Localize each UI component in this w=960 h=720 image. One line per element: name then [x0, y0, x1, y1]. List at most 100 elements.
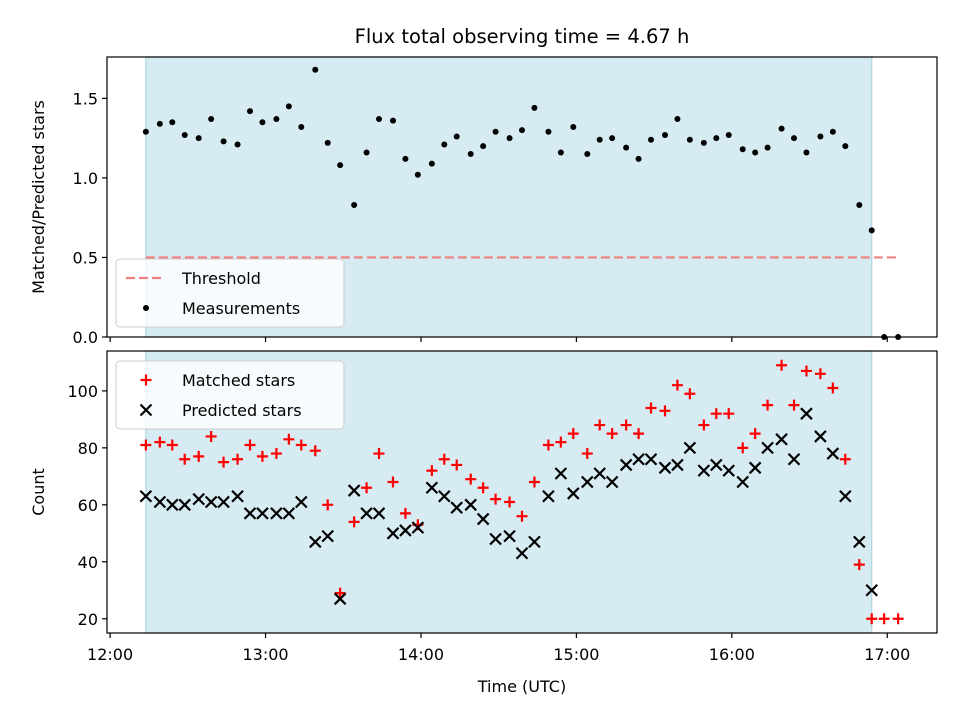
x-tick-label: 16:00: [709, 645, 755, 664]
measurement-point: [234, 141, 241, 148]
matched-star-marker: [710, 408, 722, 420]
measurement-point: [428, 160, 435, 167]
chart-title: Flux total observing time = 4.67 h: [355, 25, 690, 48]
measurement-point: [674, 116, 681, 123]
measurement-point: [156, 120, 163, 127]
predicted-star-marker: [761, 441, 774, 455]
predicted-star-marker: [826, 447, 840, 460]
predicted-star-marker: [644, 452, 658, 466]
y-tick-label: 20: [78, 610, 98, 629]
measurement-point: [208, 116, 215, 123]
predicted-star-marker: [450, 501, 463, 514]
predicted-star-marker: [619, 458, 633, 472]
matched-star-marker: [154, 436, 166, 448]
matched-star-marker: [749, 428, 761, 440]
measurement-point: [842, 143, 849, 150]
measurement-point: [467, 151, 474, 158]
matched-star-marker: [361, 482, 373, 494]
legend-dot-swatch: [143, 305, 149, 311]
measurement-point: [259, 119, 266, 126]
predicted-star-marker: [372, 507, 386, 520]
measurement-point: [414, 171, 421, 178]
measurement-point: [739, 146, 746, 153]
matched-star-marker: [218, 456, 230, 468]
measurement-point: [181, 131, 188, 138]
y-tick-label: 1.5: [73, 89, 98, 108]
matched-star-marker: [892, 613, 904, 625]
matched-star-marker: [762, 399, 774, 411]
predicted-star-marker: [178, 498, 191, 512]
axes-frame: [106, 350, 938, 634]
x-tick-label: 14:00: [398, 645, 444, 664]
predicted-star-marker: [308, 535, 322, 549]
measurement-point: [195, 135, 202, 142]
measurement-point: [609, 135, 616, 142]
count-panel: 20 40 60 80 100 12:00 13:00 14:00 15:00 16:00 17:0…: [29, 350, 938, 664]
matched-star-marker: [426, 465, 438, 477]
measurement-point: [285, 103, 292, 110]
legend-plus-swatch: [140, 374, 152, 386]
predicted-star-marker: [736, 475, 749, 489]
matched-star-marker: [542, 439, 554, 451]
predicted-star-marker: [515, 546, 529, 560]
predicted-star-marker: [787, 452, 801, 466]
predicted-star-marker: [386, 527, 400, 540]
predicted-star-marker: [503, 529, 516, 543]
measurement-point: [596, 136, 603, 143]
matched-star-marker: [659, 405, 671, 417]
legend: Threshold Measurements: [115, 258, 345, 328]
ratio-panel: 0.0 0.5 1.0 1.5 Matched/Predicted stars Thres…: [29, 56, 938, 347]
matched-star-marker: [567, 428, 579, 440]
measurement-point: [713, 135, 720, 142]
matched-star-marker: [477, 482, 489, 494]
predicted-star-marker: [347, 484, 361, 497]
matched-star-marker: [348, 516, 360, 528]
measurement-point: [453, 133, 460, 140]
measurement-point: [142, 128, 149, 135]
predicted-star-marker: [593, 467, 606, 480]
measurement-point: [570, 124, 577, 130]
y-axis-label: Matched/Predicted stars: [29, 100, 48, 294]
predicted-star-marker: [632, 452, 645, 466]
predicted-star-marker: [567, 487, 580, 500]
matched-star-marker: [451, 459, 463, 471]
predicted-star-marker: [204, 495, 218, 509]
predicted-star-marker: [256, 507, 269, 520]
matched-star-marker: [581, 448, 593, 460]
matched-star-marker: [594, 419, 606, 431]
predicted-star-marker: [295, 495, 308, 509]
matched-star-marker: [866, 613, 878, 625]
predicted-star-marker: [231, 489, 244, 503]
predicted-star-marker: [722, 464, 736, 477]
legend-box: [115, 360, 345, 430]
predicted-star-marker: [814, 430, 827, 443]
measurement-point: [337, 162, 344, 169]
predicted-star-marker: [683, 441, 697, 455]
predicted-star-marker: [270, 507, 283, 520]
predicted-star-marker: [775, 433, 788, 446]
measurement-point: [363, 149, 370, 156]
predicted-star-marker: [710, 458, 723, 472]
matched-star-marker: [504, 496, 516, 508]
y-tick-label: 0.0: [73, 328, 98, 347]
matched-star-marker: [140, 439, 152, 451]
predicted-star-marker: [321, 529, 334, 543]
predicted-star-marker: [528, 535, 541, 549]
matched-star-marker: [465, 473, 477, 485]
matched-star-marker: [776, 359, 788, 371]
x-tick-label: 13:00: [242, 645, 288, 664]
matched-star-marker: [399, 507, 411, 519]
matched-star-marker: [283, 433, 295, 445]
measurement-point: [829, 128, 836, 135]
measurement-point: [480, 143, 487, 150]
legend-threshold-label: Threshold: [181, 269, 261, 288]
measurement-point: [557, 149, 564, 156]
matched-star-marker: [645, 402, 657, 414]
predicted-star-marker: [333, 592, 347, 606]
matched-star-marker: [373, 448, 385, 460]
legend-measurements-label: Measurements: [182, 299, 300, 318]
predicted-star-marker: [411, 521, 425, 534]
legend: Matched stars Predicted stars: [115, 360, 345, 430]
measurement-point: [220, 138, 227, 145]
predicted-star-marker: [605, 475, 619, 489]
